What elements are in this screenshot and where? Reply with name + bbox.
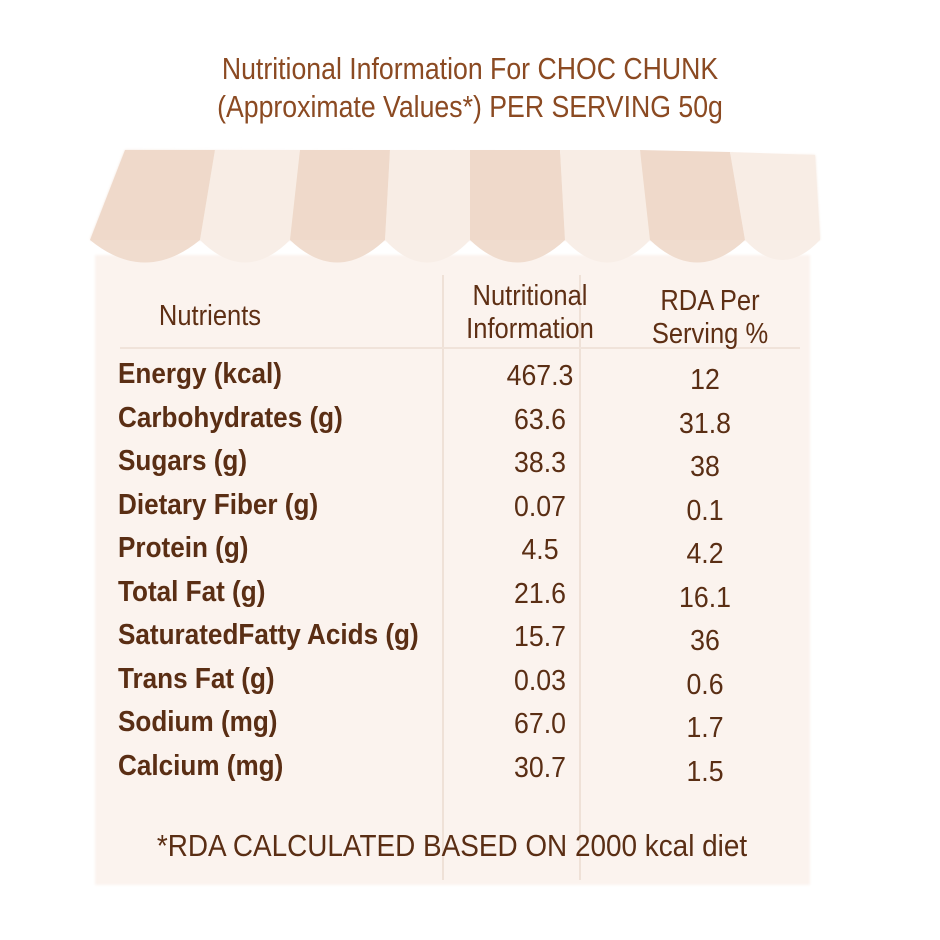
nutrient-name: Carbohydrates (g) <box>118 401 343 434</box>
awning-stripe <box>90 150 215 240</box>
nutrient-name: Protein (g) <box>118 532 249 564</box>
rda-percent: 0.6 <box>686 668 724 701</box>
nutrient-name: Sodium (mg) <box>118 706 278 738</box>
table-row: Carbohydrates (g) 63.6 31.8 <box>0 402 940 445</box>
header-rda-line1: RDA Per <box>660 285 760 317</box>
header-info-line1: Nutritional <box>472 280 588 312</box>
rda-percent: 31.8 <box>679 407 731 440</box>
table-row: Energy (kcal) 467.3 12 <box>0 358 940 401</box>
nutrient-name: SaturatedFatty Acids (g) <box>118 619 419 651</box>
awning-scallop <box>565 240 650 263</box>
nutrient-value: 15.7 <box>514 621 566 653</box>
awning-scallop <box>650 240 745 263</box>
nutrient-name: Trans Fat (g) <box>118 662 275 695</box>
nutrient-value: 67.0 <box>514 708 566 740</box>
header-nutritional-information: Nutritional Information <box>438 280 623 346</box>
table-row: Protein (g) 4.5 4.2 <box>0 532 940 575</box>
rda-percent: 4.2 <box>686 538 724 570</box>
table-row: Calcium (mg) 30.7 1.5 <box>0 750 940 793</box>
table-row: Total Fat (g) 21.6 16.1 <box>0 576 940 619</box>
footnote: *RDA CALCULATED BASED ON 2000 kcal diet <box>156 828 748 863</box>
awning-stripe <box>560 150 650 240</box>
awning-scallop <box>745 240 820 260</box>
rda-percent: 1.5 <box>686 755 724 788</box>
nutrient-value: 0.03 <box>514 664 566 697</box>
rda-percent: 36 <box>690 625 720 657</box>
nutrient-value: 0.07 <box>514 490 566 523</box>
rda-percent: 0.1 <box>686 494 724 527</box>
nutrient-value: 4.5 <box>521 534 559 566</box>
awning-stripe <box>470 150 565 240</box>
awning-stripe <box>640 150 745 240</box>
awning-scallop <box>385 240 470 263</box>
nutrient-name: Total Fat (g) <box>118 575 266 608</box>
nutrient-value: 21.6 <box>514 577 566 610</box>
rda-percent: 1.7 <box>686 712 724 744</box>
table-row: Sodium (mg) 67.0 1.7 <box>0 706 940 749</box>
nutrient-name: Calcium (mg) <box>118 749 284 782</box>
awning-scallop <box>90 240 200 263</box>
awning-stripe <box>200 150 300 240</box>
header-rda-per-serving: RDA Per Serving % <box>622 285 798 351</box>
nutrient-name: Dietary Fiber (g) <box>118 488 319 521</box>
nutrient-value: 63.6 <box>514 403 566 436</box>
nutrient-value: 30.7 <box>514 751 566 784</box>
awning-scallop <box>200 240 290 263</box>
rda-percent: 16.1 <box>679 581 731 614</box>
rda-percent: 12 <box>690 364 720 396</box>
awning-scallop <box>470 240 565 263</box>
table-row: Trans Fat (g) 0.03 0.6 <box>0 663 940 706</box>
nutrient-value: 38.3 <box>514 447 566 479</box>
header-rda-line2: Serving % <box>651 318 769 350</box>
awning-stripe <box>730 152 820 240</box>
awning-scallop <box>290 240 385 263</box>
panel-background <box>95 255 810 885</box>
title-line-1: Nutritional Information For CHOC CHUNK <box>221 51 719 86</box>
nutrient-name: Energy (kcal) <box>118 358 282 390</box>
header-nutrients: Nutrients <box>158 300 262 332</box>
rda-percent: 38 <box>690 451 720 483</box>
nutrient-name: Sugars (g) <box>118 445 248 477</box>
title-line-2: (Approximate Values*) PER SERVING 50g <box>217 89 723 124</box>
nutrient-value: 467.3 <box>506 360 574 392</box>
awning-stripe <box>385 150 470 240</box>
table-row: SaturatedFatty Acids (g) 15.7 36 <box>0 619 940 662</box>
header-info-line2: Information <box>466 313 594 345</box>
awning-stripe <box>290 150 390 240</box>
table-row: Dietary Fiber (g) 0.07 0.1 <box>0 489 940 532</box>
table-row: Sugars (g) 38.3 38 <box>0 445 940 488</box>
